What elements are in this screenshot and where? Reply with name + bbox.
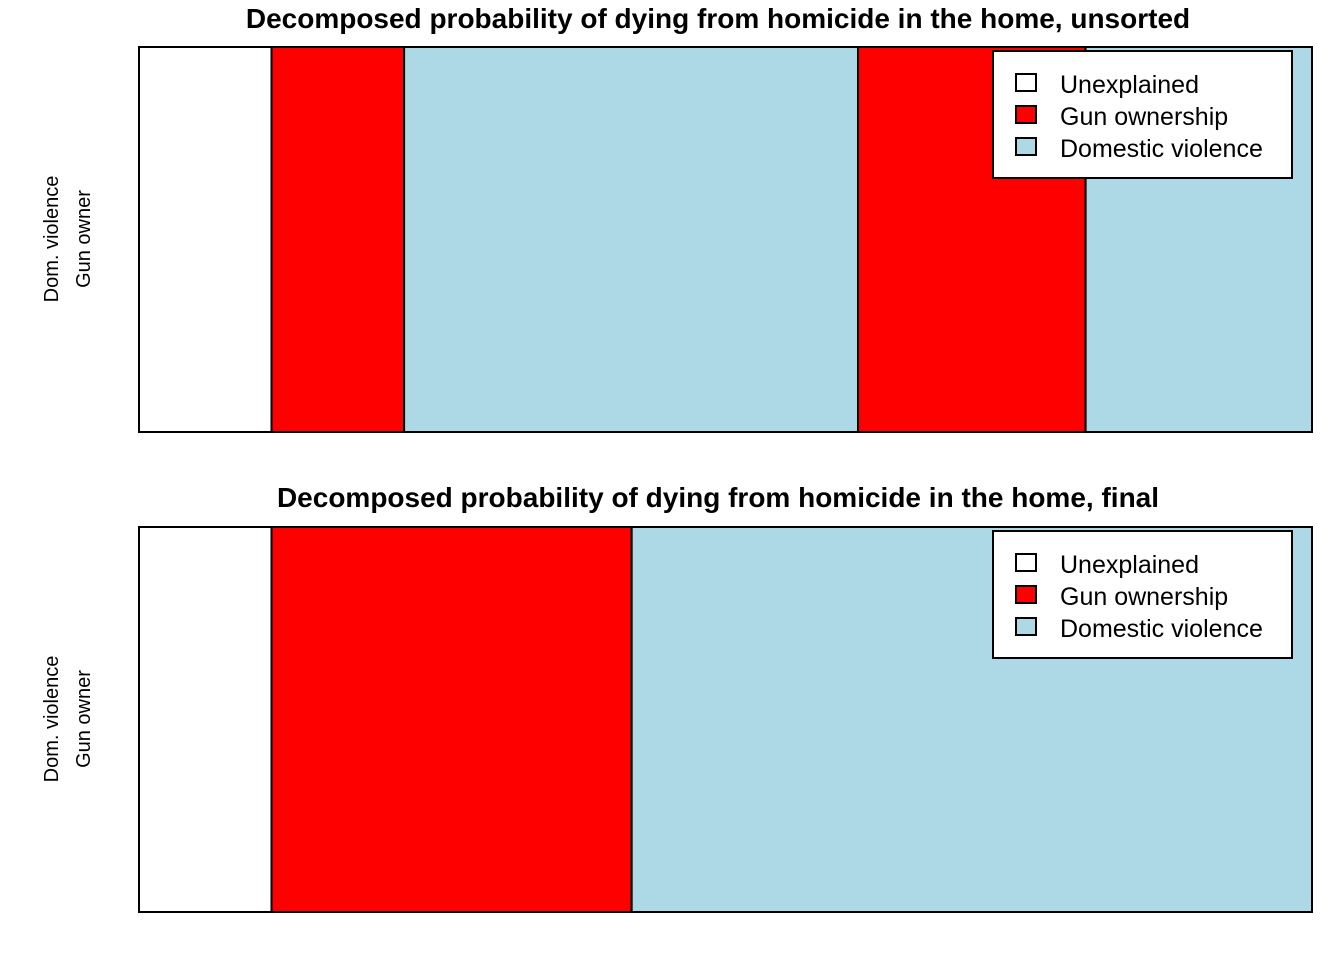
chart-title-final: Decomposed probability of dying from hom… [277,482,1159,513]
legend-final: Unexplained Gun ownership Domestic viole… [992,530,1293,659]
bar-segment-unexplained-1 [138,526,273,913]
legend-swatch-unexplained [1015,73,1037,92]
legend-swatch-gun-ownership [1015,585,1037,604]
legend-box-unsorted [992,50,1293,179]
y-label-line-1-final: Dom. violence [41,656,63,783]
bar-segments-final [138,526,1313,913]
plot-frame-unsorted [138,46,1313,433]
y-label-unsorted: Dom. violence Gun owner [41,176,95,303]
plot-frame-final [138,526,1313,913]
legend-box-final [992,530,1293,659]
legend-unsorted: Unexplained Gun ownership Domestic viole… [992,50,1293,179]
chart-title-unsorted: Decomposed probability of dying from hom… [246,3,1190,34]
bar-segment-gun-ownership-2 [270,46,406,433]
panel-final: Decomposed probability of dying from hom… [41,482,1313,913]
bar-segment-unexplained-1 [138,46,273,433]
bar-segment-gun-ownership-2 [270,526,633,913]
legend-label-gun-ownership: Gun ownership [1060,103,1228,131]
legend-label-unexplained: Unexplained [1060,71,1199,99]
y-label-line-2-final: Gun owner [73,670,95,768]
legend-swatch-unexplained [1015,553,1037,572]
legend-swatch-domestic-violence [1015,617,1037,636]
legend-label-gun-ownership: Gun ownership [1060,583,1228,611]
legend-label-unexplained: Unexplained [1060,551,1199,579]
bar-segment-domestic-violence-3 [403,46,860,433]
y-label-line-2-unsorted: Gun owner [73,190,95,288]
legend-swatch-domestic-violence [1015,137,1037,156]
y-label-line-1-unsorted: Dom. violence [41,176,63,303]
y-label-final: Dom. violence Gun owner [41,656,95,783]
legend-label-domestic-violence: Domestic violence [1060,135,1263,163]
legend-label-domestic-violence: Domestic violence [1060,615,1263,643]
panel-unsorted: Decomposed probability of dying from hom… [41,3,1313,433]
legend-swatch-gun-ownership [1015,105,1037,124]
